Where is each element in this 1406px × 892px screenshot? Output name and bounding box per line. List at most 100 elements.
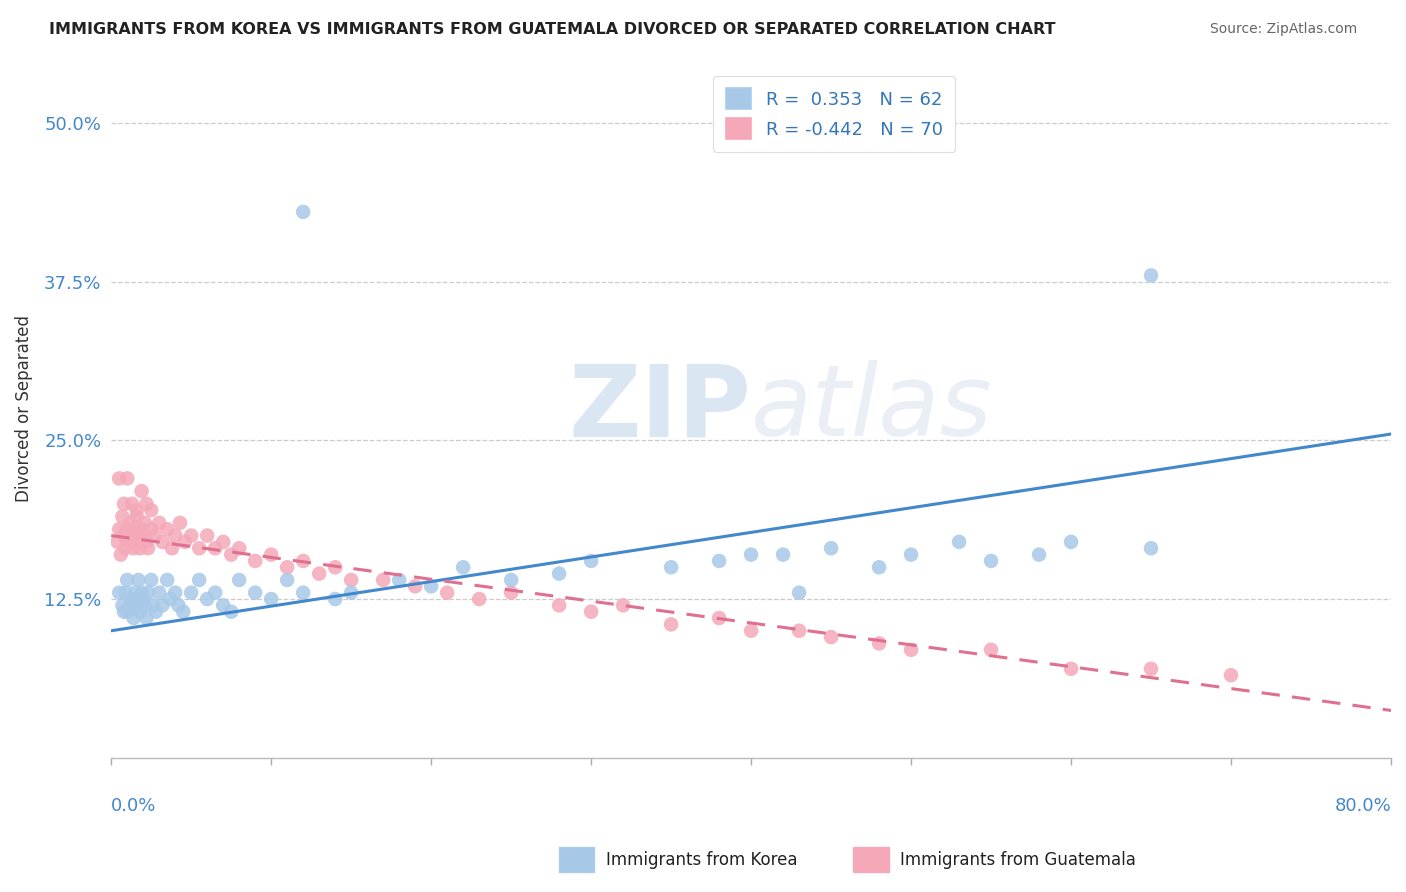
Point bbox=[323, 560, 346, 574]
Point bbox=[114, 585, 136, 599]
Point bbox=[131, 522, 153, 536]
Point bbox=[127, 535, 149, 549]
Point bbox=[228, 573, 250, 587]
Point bbox=[243, 585, 266, 599]
Point bbox=[260, 548, 283, 562]
Point bbox=[292, 554, 315, 568]
Text: ZIP: ZIP bbox=[568, 360, 751, 457]
Point bbox=[134, 516, 156, 530]
Point bbox=[787, 585, 810, 599]
Point bbox=[868, 560, 890, 574]
Point bbox=[948, 535, 970, 549]
Point bbox=[148, 585, 170, 599]
Point bbox=[548, 599, 571, 613]
Point bbox=[451, 560, 474, 574]
Point bbox=[188, 573, 211, 587]
Point bbox=[388, 573, 411, 587]
Point bbox=[612, 599, 634, 613]
Point bbox=[110, 548, 132, 562]
Point bbox=[204, 541, 226, 556]
Point bbox=[707, 554, 730, 568]
Text: atlas: atlas bbox=[751, 360, 993, 457]
Point bbox=[1220, 668, 1243, 682]
Point bbox=[204, 585, 226, 599]
Point bbox=[141, 503, 163, 517]
Point bbox=[156, 573, 179, 587]
Point bbox=[340, 573, 363, 587]
Point bbox=[165, 585, 187, 599]
Point bbox=[180, 585, 202, 599]
Point bbox=[156, 522, 179, 536]
Point bbox=[112, 497, 135, 511]
Point bbox=[124, 585, 146, 599]
Point bbox=[292, 585, 315, 599]
Point bbox=[114, 541, 136, 556]
Point bbox=[373, 573, 395, 587]
Point bbox=[900, 548, 922, 562]
Point bbox=[659, 560, 682, 574]
Point bbox=[212, 599, 235, 613]
Point bbox=[219, 605, 242, 619]
Point bbox=[145, 605, 167, 619]
Point bbox=[501, 585, 523, 599]
Point bbox=[124, 522, 146, 536]
Point bbox=[136, 585, 159, 599]
Point bbox=[125, 503, 148, 517]
Point bbox=[111, 599, 134, 613]
Point bbox=[787, 624, 810, 638]
Point bbox=[420, 579, 443, 593]
Point bbox=[404, 579, 426, 593]
Point bbox=[980, 642, 1002, 657]
Point bbox=[219, 548, 242, 562]
Point bbox=[131, 484, 153, 499]
Point bbox=[112, 528, 135, 542]
Point bbox=[115, 605, 138, 619]
Text: Source: ZipAtlas.com: Source: ZipAtlas.com bbox=[1209, 22, 1357, 37]
Point bbox=[115, 522, 138, 536]
Point bbox=[115, 573, 138, 587]
Point bbox=[129, 541, 152, 556]
Point bbox=[152, 535, 174, 549]
Point bbox=[141, 522, 163, 536]
Point bbox=[132, 528, 155, 542]
Point bbox=[141, 573, 163, 587]
Point bbox=[136, 541, 159, 556]
Point bbox=[579, 554, 602, 568]
Y-axis label: Divorced or Separated: Divorced or Separated bbox=[15, 315, 32, 502]
Point bbox=[121, 497, 143, 511]
Point bbox=[118, 535, 141, 549]
Point bbox=[165, 528, 187, 542]
Point bbox=[121, 528, 143, 542]
Point bbox=[579, 605, 602, 619]
Point bbox=[134, 599, 156, 613]
Point bbox=[111, 509, 134, 524]
Point bbox=[108, 471, 131, 485]
Point bbox=[122, 541, 145, 556]
Point bbox=[468, 592, 491, 607]
Point bbox=[173, 535, 195, 549]
Point bbox=[112, 605, 135, 619]
Point bbox=[115, 471, 138, 485]
Point bbox=[772, 548, 794, 562]
Point bbox=[292, 205, 315, 219]
Point bbox=[169, 516, 191, 530]
Point bbox=[276, 573, 298, 587]
Point bbox=[501, 573, 523, 587]
Point bbox=[108, 522, 131, 536]
Point bbox=[159, 592, 181, 607]
Point bbox=[148, 516, 170, 530]
Point bbox=[120, 599, 142, 613]
Point bbox=[323, 592, 346, 607]
Point bbox=[243, 554, 266, 568]
Point bbox=[980, 554, 1002, 568]
Point bbox=[120, 516, 142, 530]
Point bbox=[1140, 662, 1163, 676]
Point bbox=[659, 617, 682, 632]
Point bbox=[1140, 268, 1163, 283]
Point bbox=[172, 605, 194, 619]
Point bbox=[740, 624, 762, 638]
Point bbox=[820, 630, 842, 644]
Point bbox=[1028, 548, 1050, 562]
Point bbox=[180, 528, 202, 542]
Legend: R =  0.353   N = 62, R = -0.442   N = 70: R = 0.353 N = 62, R = -0.442 N = 70 bbox=[713, 76, 955, 152]
